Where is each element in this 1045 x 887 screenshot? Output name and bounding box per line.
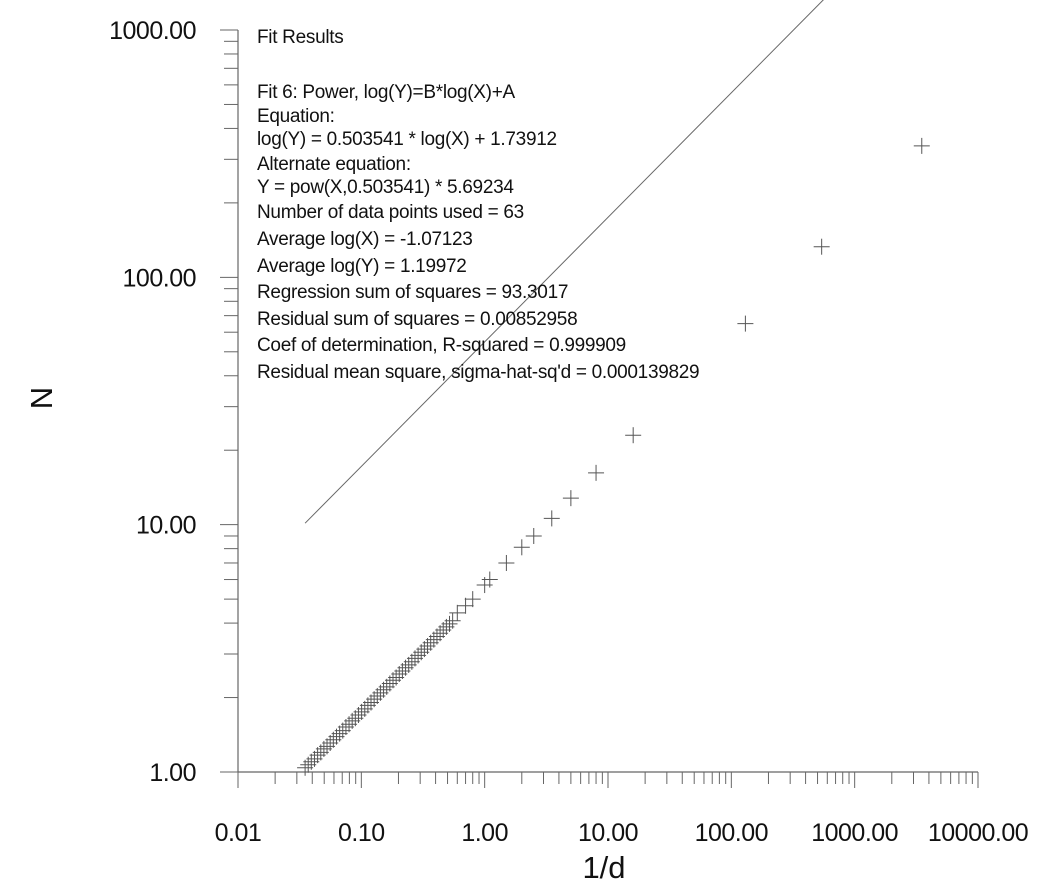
data-point [464, 591, 481, 608]
data-point [413, 644, 430, 661]
data-point [347, 710, 364, 727]
x-tick-label: 0.01 [215, 819, 262, 847]
data-point [315, 740, 332, 757]
data-point [562, 490, 579, 507]
data-point [397, 659, 414, 676]
data-point [303, 753, 320, 770]
y-tick-label: 1000.00 [109, 17, 196, 45]
data-point [737, 315, 754, 332]
data-point [363, 694, 380, 711]
data-point [337, 719, 354, 736]
data-point [359, 697, 376, 714]
data-point [449, 604, 466, 621]
data-point [457, 597, 474, 614]
data-point [416, 641, 433, 658]
fit-results-line: Coef of determination, R-squared = 0.999… [257, 335, 626, 356]
fit-results-line: Regression sum of squares = 93.3017 [257, 282, 568, 303]
data-point [400, 656, 417, 673]
y-axis-ticks [220, 29, 238, 773]
x-tick-label: 100.00 [695, 819, 768, 847]
data-point [325, 731, 342, 748]
x-axis-tick-labels: 0.01 0.10 1.00 10.00 100.00 1000.00 10000.00 [215, 819, 1029, 847]
data-point [350, 707, 367, 724]
data-point [391, 666, 408, 683]
fit-results-box: Fit Results Fit 6: Power, log(Y)=B*log(X… [257, 27, 700, 383]
data-point [344, 712, 361, 729]
data-point [428, 628, 445, 645]
fit-results-line: Residual sum of squares = 0.00852958 [257, 309, 577, 330]
x-axis-ticks [237, 772, 979, 788]
data-point [369, 687, 386, 704]
y-axis-tick-labels: 1.00 10.00 100.00 1000.00 [109, 17, 196, 787]
data-point [625, 427, 642, 444]
data-point [384, 672, 401, 689]
x-tick-label: 1.00 [461, 819, 508, 847]
data-point [309, 747, 326, 764]
fit-results-line: Y = pow(X,0.503541) * 5.69234 [257, 177, 514, 198]
data-point [297, 759, 314, 776]
data-point [331, 725, 348, 742]
data-point [306, 750, 323, 767]
y-tick-label: 1.00 [149, 759, 196, 787]
data-point [913, 137, 930, 154]
y-axis-title: N [24, 387, 59, 409]
data-point [543, 510, 560, 527]
fit-results-line: Residual mean square, sigma-hat-sq'd = 0… [257, 362, 699, 383]
data-point [353, 703, 370, 720]
x-axis-title: 1/d [582, 850, 625, 885]
data-point [378, 678, 395, 695]
data-point [300, 756, 317, 773]
data-point [312, 744, 329, 761]
fit-line [304, 0, 824, 524]
x-tick-label: 0.10 [338, 819, 385, 847]
x-tick-label: 10.00 [578, 819, 638, 847]
y-tick-label: 100.00 [123, 264, 196, 292]
data-point [438, 618, 455, 635]
x-tick-label: 1000.00 [811, 819, 898, 847]
data-point [372, 684, 389, 701]
fit-results-line: Average log(X) = -1.07123 [257, 229, 473, 250]
fit-results-line: Equation: [257, 106, 335, 127]
data-point [441, 615, 458, 632]
data-point [435, 622, 452, 639]
data-point [422, 634, 439, 651]
data-point [406, 650, 423, 667]
data-point [381, 675, 398, 692]
data-point [366, 691, 383, 708]
data-point [525, 527, 542, 544]
data-point [419, 638, 436, 655]
data-point [588, 464, 605, 481]
data-point [328, 728, 345, 745]
fit-results-line: Average log(Y) = 1.19972 [257, 256, 467, 277]
data-point [513, 539, 530, 556]
data-point [341, 716, 358, 733]
data-point [334, 722, 351, 739]
data-point [444, 612, 461, 629]
fit-results-line: Number of data points used = 63 [257, 202, 524, 223]
y-tick-label: 10.00 [136, 512, 196, 540]
fit-results-heading: Fit Results [257, 27, 343, 48]
data-point [322, 734, 339, 751]
data-point [813, 238, 830, 255]
data-point [403, 653, 420, 670]
data-point [432, 625, 449, 642]
data-point-markers [297, 137, 930, 776]
fit-results-lines: Fit 6: Power, log(Y)=B*log(X)+A Equation:… [257, 82, 700, 383]
data-point [425, 631, 442, 648]
data-point [375, 681, 392, 698]
data-point [394, 663, 411, 680]
data-point [498, 554, 515, 571]
data-point [410, 647, 427, 664]
data-point [319, 738, 336, 755]
fit-results-line: Alternate equation: [257, 154, 411, 175]
fit-results-line: log(Y) = 0.503541 * log(X) + 1.73912 [257, 129, 557, 150]
data-point [388, 669, 405, 686]
data-point [481, 571, 498, 588]
data-point [356, 700, 373, 717]
fit-results-line: Fit 6: Power, log(Y)=B*log(X)+A [257, 82, 515, 103]
x-tick-label: 10000.00 [928, 819, 1028, 847]
